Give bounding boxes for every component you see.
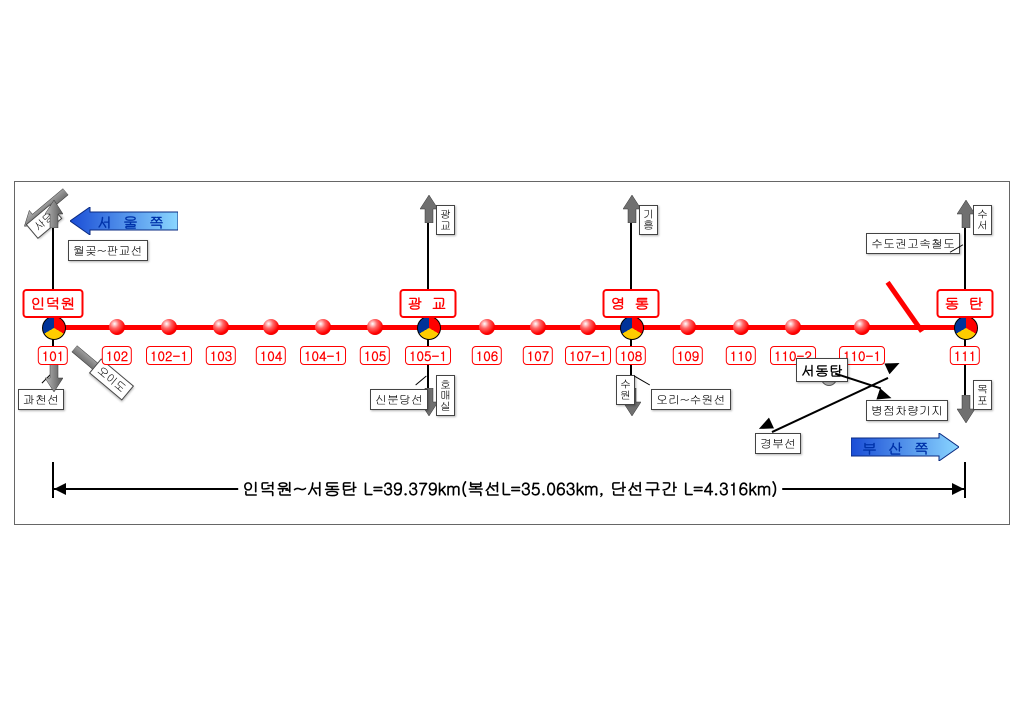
station-node-106: [479, 319, 495, 335]
station-node-107: [530, 319, 546, 335]
station-node-102-1: [161, 319, 177, 335]
station-num-110: 110: [726, 346, 756, 365]
main-rail-line: [53, 325, 965, 330]
station-num-104-1: 104-1: [300, 346, 346, 365]
label-giheung: 기흥: [639, 205, 658, 235]
station-num-101: 101: [38, 346, 68, 365]
dim-arrow-left: [54, 483, 66, 495]
station-node-109: [680, 319, 696, 335]
label-sudogwon-hsr: 수도권고속철도: [866, 233, 960, 254]
station-node-103: [213, 319, 229, 335]
station-node-104: [263, 319, 279, 335]
station-node-102: [109, 319, 125, 335]
label-byeongjeom: 병점차량기지: [866, 400, 948, 421]
station-node-108: [620, 316, 644, 340]
dim-text: 인덕원~서동탄 L=39.379km(복선L=35.063km, 단선구간 L=…: [238, 476, 782, 500]
arrow-101-up: [45, 200, 63, 228]
station-name-yeongtong: 영 통: [603, 289, 660, 318]
station-num-102-1: 102-1: [146, 346, 192, 365]
station-node-101: [42, 316, 66, 340]
station-num-111: 111: [950, 346, 980, 365]
station-node-110-1: [854, 319, 870, 335]
label-gyeongbu: 경부선: [755, 433, 801, 454]
label-ori-suwon: 오리~수원선: [651, 389, 731, 410]
station-node-111: [954, 316, 978, 340]
dir-text-busan: 부 산 쪽: [862, 438, 932, 459]
station-num-102: 102: [102, 346, 132, 365]
label-gwanggyo-up: 광교: [436, 205, 455, 235]
station-name-dongtan: 동 탄: [937, 289, 994, 318]
station-node-105-1: [417, 316, 441, 340]
station-num-108: 108: [616, 346, 646, 365]
label-mokpo: 목포: [973, 380, 992, 410]
station-node-107-1: [580, 319, 596, 335]
station-num-103: 103: [206, 346, 236, 365]
station-name-indeogwon: 인덕원: [23, 289, 84, 318]
label-suwon: 수원: [616, 375, 635, 405]
station-num-106: 106: [472, 346, 502, 365]
station-num-107: 107: [523, 346, 553, 365]
arrow-101-down: [45, 364, 63, 392]
station-num-109: 109: [673, 346, 703, 365]
station-name-gwanggyo: 광 교: [400, 289, 457, 318]
station-node-110: [733, 319, 749, 335]
label-homaesil: 호매실: [436, 375, 455, 416]
station-num-105-1: 105-1: [405, 346, 451, 365]
station-node-105: [367, 319, 383, 335]
dir-text-seoul: 서 울 쪽: [97, 212, 167, 233]
label-gwacheon-line: 과천선: [18, 389, 64, 410]
label-shinbundang: 신분당선: [370, 389, 428, 410]
station-node-110-2: [785, 319, 801, 335]
label-suseo: 수서: [973, 205, 992, 235]
dim-arrow-right: [952, 483, 964, 495]
station-num-104: 104: [256, 346, 286, 365]
station-num-105: 105: [360, 346, 390, 365]
dim-end-right: [964, 462, 966, 498]
station-node-104-1: [315, 319, 331, 335]
station-name-seodongtan: 서동탄: [796, 358, 848, 382]
label-wolgot-pangyo: 월곶~판교선: [68, 240, 148, 261]
station-num-107-1: 107-1: [565, 346, 611, 365]
